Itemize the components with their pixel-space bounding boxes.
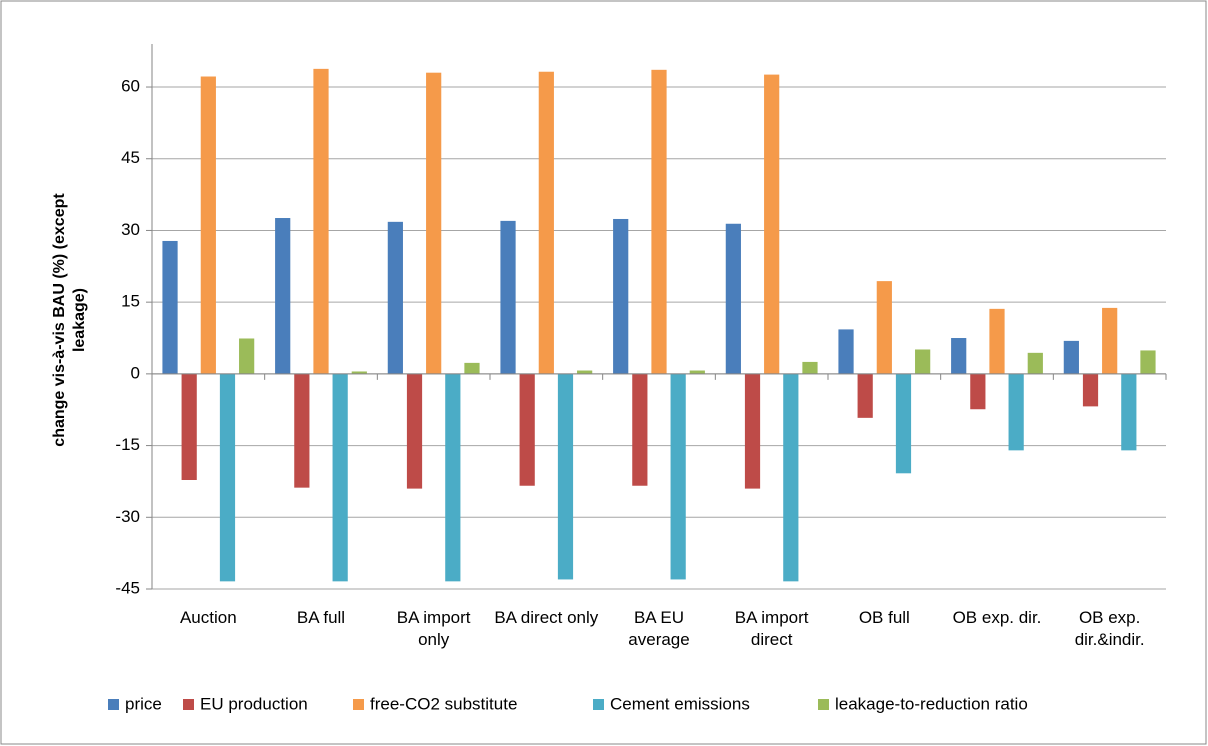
y-tick-label: 15 bbox=[121, 292, 140, 311]
legend-swatch bbox=[183, 699, 194, 710]
bar bbox=[1027, 352, 1043, 374]
bar bbox=[313, 68, 329, 374]
x-tick-label: OB exp. dir. bbox=[952, 608, 1042, 627]
bar bbox=[557, 373, 574, 580]
x-tick-label: Auction bbox=[179, 608, 237, 627]
bar bbox=[613, 218, 629, 374]
bar bbox=[838, 329, 854, 374]
bar bbox=[725, 223, 741, 374]
y-tick-label: 60 bbox=[121, 77, 140, 96]
legend-swatch bbox=[818, 699, 829, 710]
bar bbox=[1140, 350, 1156, 374]
legend-label: EU production bbox=[200, 694, 308, 713]
y-tick-label: 0 bbox=[131, 363, 140, 382]
legend-label: Cement emissions bbox=[610, 694, 750, 713]
bar bbox=[1121, 373, 1137, 451]
bar bbox=[651, 69, 667, 374]
y-tick-label: 45 bbox=[121, 148, 140, 167]
bar bbox=[632, 373, 648, 486]
bar bbox=[857, 373, 873, 418]
bar bbox=[670, 373, 686, 580]
x-tick-label: BA direct only bbox=[494, 608, 599, 627]
bar bbox=[538, 71, 554, 374]
bar bbox=[219, 373, 236, 582]
legend-label: leakage-to-reduction ratio bbox=[835, 694, 1028, 713]
bar bbox=[577, 370, 593, 374]
y-tick-label: 30 bbox=[121, 220, 140, 239]
bar bbox=[445, 373, 461, 582]
bar bbox=[989, 308, 1005, 374]
bar bbox=[915, 349, 931, 374]
bar bbox=[744, 373, 761, 489]
bar bbox=[500, 220, 516, 374]
y-axis-title: change vis-à-vis BAU (%) (except leakage… bbox=[51, 193, 88, 447]
x-tick-label: OB exp. dir.&indir. bbox=[1074, 608, 1145, 649]
bar bbox=[294, 373, 310, 488]
y-tick-label: -30 bbox=[115, 507, 140, 526]
bar bbox=[162, 240, 178, 374]
legend-swatch bbox=[353, 699, 364, 710]
bar bbox=[764, 74, 780, 374]
bar bbox=[275, 218, 291, 374]
y-tick-label: -15 bbox=[115, 435, 140, 454]
bar bbox=[519, 373, 535, 486]
bar bbox=[951, 338, 967, 374]
bar bbox=[783, 373, 799, 582]
bar bbox=[332, 373, 348, 582]
bar bbox=[351, 371, 367, 374]
bar bbox=[970, 373, 986, 410]
bar bbox=[464, 362, 480, 374]
x-tick-label: BA import only bbox=[396, 608, 471, 649]
bar bbox=[1063, 340, 1079, 374]
bar bbox=[406, 373, 423, 489]
bar bbox=[895, 373, 912, 474]
bar bbox=[876, 281, 892, 374]
legend-swatch bbox=[108, 699, 119, 710]
bar bbox=[181, 373, 197, 480]
legend-swatch bbox=[593, 699, 604, 710]
legend-label: price bbox=[125, 694, 162, 713]
bar bbox=[1102, 307, 1118, 374]
x-tick-label: BA EU average bbox=[628, 608, 690, 649]
x-tick-label: BA import direct bbox=[734, 608, 809, 649]
x-tick-label: OB full bbox=[858, 608, 910, 627]
bar bbox=[200, 76, 216, 374]
legend-label: free-CO2 substitute bbox=[370, 694, 517, 713]
bar bbox=[689, 370, 705, 374]
bar bbox=[1008, 373, 1024, 451]
y-tick-label: -45 bbox=[115, 578, 140, 597]
bar bbox=[426, 72, 442, 374]
x-tick-label: BA full bbox=[296, 608, 346, 627]
bar bbox=[802, 361, 818, 374]
bar bbox=[1082, 373, 1099, 407]
bar bbox=[239, 338, 255, 374]
bar bbox=[387, 221, 403, 374]
